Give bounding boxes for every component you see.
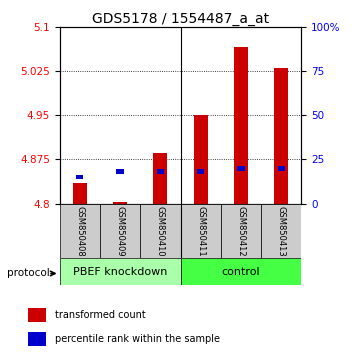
Text: GSM850411: GSM850411 (196, 206, 205, 256)
Bar (274, 68, 288, 204)
Text: control: control (222, 267, 260, 277)
Bar (28, 332, 46, 346)
Bar (237, 166, 245, 171)
Bar (180, 204, 221, 258)
Bar (221, 204, 261, 258)
Bar (261, 204, 301, 258)
Text: PBEF knockdown: PBEF knockdown (73, 267, 167, 277)
Bar (140, 204, 180, 258)
Title: GDS5178 / 1554487_a_at: GDS5178 / 1554487_a_at (92, 12, 269, 25)
Bar (193, 115, 208, 204)
Bar (197, 169, 204, 174)
Bar (113, 202, 127, 204)
Text: percentile rank within the sample: percentile rank within the sample (55, 333, 219, 344)
Bar (153, 153, 168, 204)
Bar (100, 204, 140, 258)
Bar (60, 258, 180, 285)
Bar (73, 183, 87, 204)
Bar (278, 166, 285, 171)
Text: transformed count: transformed count (55, 310, 145, 320)
Text: protocol: protocol (7, 268, 50, 278)
Text: GSM850408: GSM850408 (75, 206, 84, 256)
Text: GSM850413: GSM850413 (277, 206, 286, 256)
Bar (60, 204, 100, 258)
Bar (234, 47, 248, 204)
Text: GSM850412: GSM850412 (236, 206, 245, 256)
Bar (76, 175, 83, 179)
Bar (28, 308, 46, 322)
Bar (180, 258, 301, 285)
Text: GSM850409: GSM850409 (116, 206, 125, 256)
Bar (116, 169, 124, 174)
Text: GSM850410: GSM850410 (156, 206, 165, 256)
Bar (157, 169, 164, 174)
